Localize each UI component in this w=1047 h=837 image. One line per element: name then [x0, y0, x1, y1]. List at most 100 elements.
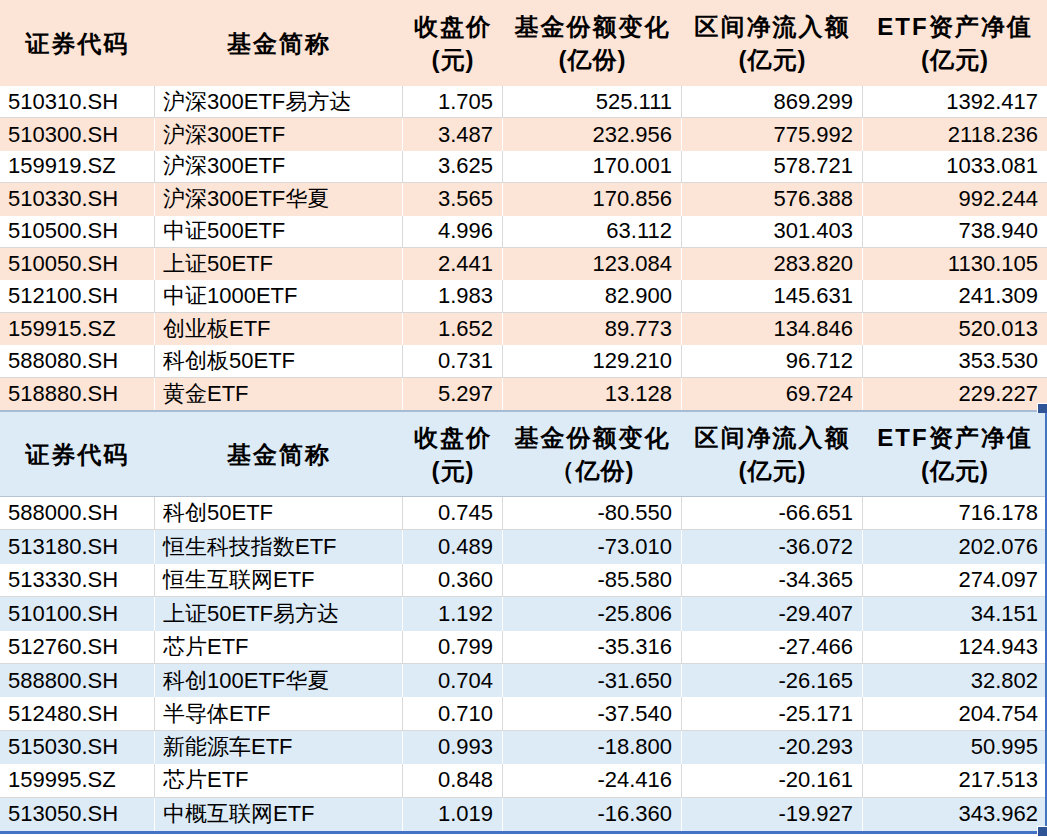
cell[interactable]: 中证500ETF: [155, 216, 403, 248]
cell[interactable]: 1.019: [403, 798, 503, 831]
cell[interactable]: -85.580: [503, 564, 682, 597]
cell[interactable]: 145.631: [682, 280, 863, 312]
cell[interactable]: 992.244: [863, 183, 1047, 215]
cell[interactable]: 63.112: [503, 216, 682, 248]
cell[interactable]: 775.992: [682, 118, 863, 150]
column-header[interactable]: ETF资产净值(亿元): [863, 0, 1047, 86]
cell[interactable]: 2.441: [403, 248, 503, 280]
cell[interactable]: 515030.SH: [0, 731, 155, 764]
cell[interactable]: -73.010: [503, 530, 682, 563]
column-header[interactable]: 证券代码: [0, 0, 155, 86]
column-header[interactable]: 基金简称: [155, 0, 403, 86]
cell[interactable]: -80.550: [503, 497, 682, 530]
cell[interactable]: 738.940: [863, 216, 1047, 248]
cell[interactable]: 283.820: [682, 248, 863, 280]
cell[interactable]: 525.111: [503, 86, 682, 118]
cell[interactable]: 96.712: [682, 345, 863, 377]
cell[interactable]: -37.540: [503, 697, 682, 730]
cell[interactable]: -18.800: [503, 731, 682, 764]
cell[interactable]: 512760.SH: [0, 631, 155, 664]
cell[interactable]: 343.962: [863, 798, 1047, 831]
cell[interactable]: 50.995: [863, 731, 1047, 764]
cell[interactable]: 黄金ETF: [155, 378, 403, 410]
cell[interactable]: 134.846: [682, 313, 863, 345]
cell[interactable]: 232.956: [503, 118, 682, 150]
cell[interactable]: 204.754: [863, 697, 1047, 730]
cell[interactable]: 1.983: [403, 280, 503, 312]
column-header[interactable]: 区间净流入额(亿元): [682, 412, 863, 497]
cell[interactable]: 芯片ETF: [155, 764, 403, 797]
cell[interactable]: 0.360: [403, 564, 503, 597]
cell[interactable]: 124.943: [863, 631, 1047, 664]
cell[interactable]: -25.171: [682, 697, 863, 730]
cell[interactable]: 13.128: [503, 378, 682, 410]
cell[interactable]: 82.900: [503, 280, 682, 312]
cell[interactable]: 3.487: [403, 118, 503, 150]
cell[interactable]: 229.227: [863, 378, 1047, 410]
column-header[interactable]: 收盘价(元): [403, 412, 503, 497]
cell[interactable]: 科创50ETF: [155, 497, 403, 530]
cell[interactable]: 34.151: [863, 597, 1047, 630]
cell[interactable]: 沪深300ETF易方达: [155, 86, 403, 118]
cell[interactable]: 科创板50ETF: [155, 345, 403, 377]
cell[interactable]: 1.705: [403, 86, 503, 118]
cell[interactable]: 科创100ETF华夏: [155, 664, 403, 697]
cell[interactable]: 869.299: [682, 86, 863, 118]
cell[interactable]: -20.293: [682, 731, 863, 764]
column-header[interactable]: 证券代码: [0, 412, 155, 497]
cell[interactable]: 上证50ETF易方达: [155, 597, 403, 630]
cell[interactable]: -19.927: [682, 798, 863, 831]
cell[interactable]: 0.489: [403, 530, 503, 563]
cell[interactable]: 恒生科技指数ETF: [155, 530, 403, 563]
column-header[interactable]: 收盘价(元): [403, 0, 503, 86]
cell[interactable]: -26.165: [682, 664, 863, 697]
cell[interactable]: 1.652: [403, 313, 503, 345]
cell[interactable]: 32.802: [863, 664, 1047, 697]
cell[interactable]: 中概互联网ETF: [155, 798, 403, 831]
cell[interactable]: 274.097: [863, 564, 1047, 597]
cell[interactable]: -34.365: [682, 564, 863, 597]
cell[interactable]: 2118.236: [863, 118, 1047, 150]
cell[interactable]: 513050.SH: [0, 798, 155, 831]
cell[interactable]: 5.297: [403, 378, 503, 410]
cell[interactable]: 513180.SH: [0, 530, 155, 563]
cell[interactable]: 0.710: [403, 697, 503, 730]
cell[interactable]: -24.416: [503, 764, 682, 797]
cell[interactable]: 576.388: [682, 183, 863, 215]
cell[interactable]: -36.072: [682, 530, 863, 563]
cell[interactable]: 89.773: [503, 313, 682, 345]
cell[interactable]: -29.407: [682, 597, 863, 630]
cell[interactable]: 510310.SH: [0, 86, 155, 118]
cell[interactable]: 159915.SZ: [0, 313, 155, 345]
cell[interactable]: -16.360: [503, 798, 682, 831]
cell[interactable]: 沪深300ETF: [155, 118, 403, 150]
cell[interactable]: 510330.SH: [0, 183, 155, 215]
cell[interactable]: 3.565: [403, 183, 503, 215]
cell[interactable]: 301.403: [682, 216, 863, 248]
cell[interactable]: 510500.SH: [0, 216, 155, 248]
column-header[interactable]: 区间净流入额(亿元): [682, 0, 863, 86]
cell[interactable]: 半导体ETF: [155, 697, 403, 730]
cell[interactable]: 510100.SH: [0, 597, 155, 630]
cell[interactable]: 518880.SH: [0, 378, 155, 410]
cell[interactable]: 510300.SH: [0, 118, 155, 150]
cell[interactable]: 1392.417: [863, 86, 1047, 118]
cell[interactable]: -66.651: [682, 497, 863, 530]
column-header[interactable]: ETF资产净值(亿元): [863, 412, 1047, 497]
cell[interactable]: 353.530: [863, 345, 1047, 377]
cell[interactable]: 创业板ETF: [155, 313, 403, 345]
cell[interactable]: 中证1000ETF: [155, 280, 403, 312]
cell[interactable]: 1.192: [403, 597, 503, 630]
cell[interactable]: 578.721: [682, 151, 863, 183]
cell[interactable]: 沪深300ETF: [155, 151, 403, 183]
cell[interactable]: 芯片ETF: [155, 631, 403, 664]
cell[interactable]: -27.466: [682, 631, 863, 664]
cell[interactable]: 沪深300ETF华夏: [155, 183, 403, 215]
cell[interactable]: 129.210: [503, 345, 682, 377]
cell[interactable]: 159995.SZ: [0, 764, 155, 797]
cell[interactable]: 3.625: [403, 151, 503, 183]
cell[interactable]: 510050.SH: [0, 248, 155, 280]
cell[interactable]: 512480.SH: [0, 697, 155, 730]
cell[interactable]: 170.856: [503, 183, 682, 215]
cell[interactable]: -35.316: [503, 631, 682, 664]
